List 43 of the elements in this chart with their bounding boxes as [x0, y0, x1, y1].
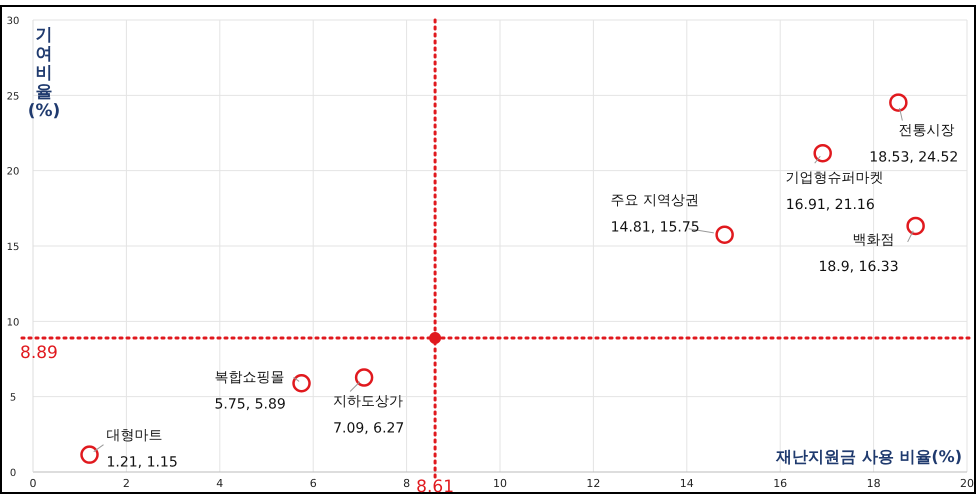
point [80, 445, 99, 464]
point [813, 144, 832, 162]
point [354, 368, 374, 387]
y-axis-title: 기여 비율(%) [28, 25, 60, 121]
x-tick-label: 8 [403, 477, 410, 490]
ref-line-label: 8.89 [20, 343, 58, 364]
point [889, 93, 908, 112]
annotation: 전통시장 [898, 122, 954, 139]
y-tick-label: 15 [6, 242, 20, 253]
data-label: 1.21, 1.15 [106, 454, 178, 471]
y-tick-label: 25 [6, 91, 20, 102]
y-tick-label: 0 [10, 468, 16, 479]
ref-line-label: 8.61 [416, 477, 454, 494]
point [292, 374, 311, 393]
annotation: 지하도상가 [333, 394, 404, 410]
x-tick-label: 20 [960, 477, 974, 490]
x-tick-label: 10 [493, 477, 507, 490]
x-tick-label: 12 [586, 477, 600, 490]
x-axis-title: 재난지원금 사용 비율(%) [775, 447, 962, 466]
data-label: 18.53, 24.52 [869, 150, 958, 166]
y-tick-label: 10 [6, 317, 20, 328]
data-label: 7.09, 6.27 [333, 420, 404, 437]
y-tick-label: 5 [10, 392, 16, 404]
y-tick-label: 30 [6, 16, 20, 27]
x-tick-label: 6 [310, 477, 317, 490]
point [906, 216, 925, 236]
x-tick-label: 0 [30, 477, 36, 490]
x-tick-label: 18 [866, 477, 881, 490]
x-tick-label: 4 [216, 477, 224, 490]
annotation: 대형마트 [106, 428, 163, 444]
annotation: 기업형슈퍼마켓 [786, 170, 884, 186]
annotation: 백화점 [852, 232, 895, 248]
annotation: 주요 지역상권 [610, 192, 700, 209]
data-label: 14.81, 15.75 [610, 220, 700, 236]
point [715, 225, 734, 244]
data-label: 5.75, 5.89 [214, 396, 286, 412]
annotation: 복합쇼핑몰 [214, 369, 285, 386]
x-tick-label: 14 [680, 477, 694, 490]
data-label: 18.9, 16.33 [818, 258, 899, 275]
x-tick-label: 16 [773, 477, 788, 490]
y-tick-label: 20 [6, 166, 20, 178]
data-label: 16.91, 21.16 [786, 197, 875, 214]
x-tick-label: 2 [122, 477, 130, 490]
